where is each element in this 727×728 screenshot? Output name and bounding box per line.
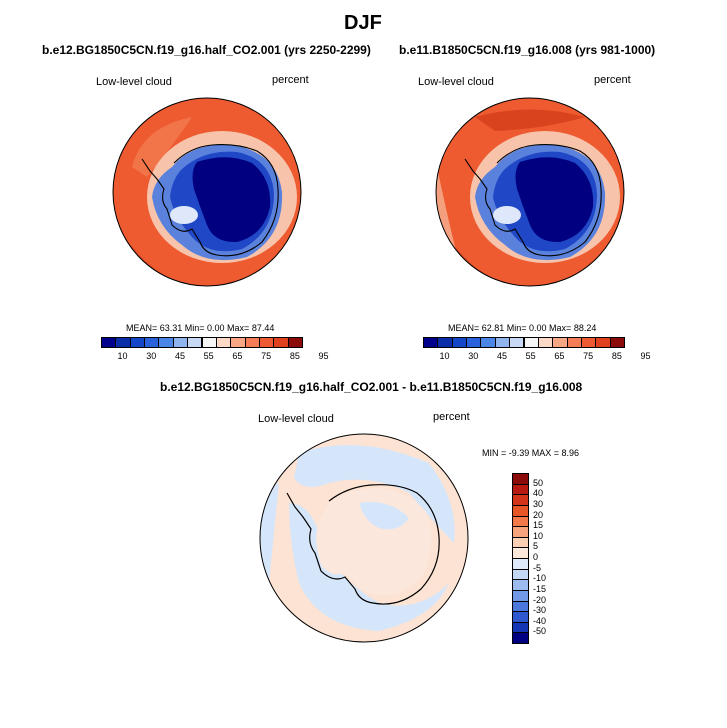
panel-3-colorbar-tick-label: 10 — [533, 530, 544, 541]
panel-2-colorbar-swatch-5 — [494, 337, 511, 348]
panel-2-colorbar-tick-label: 95 — [640, 351, 651, 361]
panel-1-colorbar-swatch-8 — [215, 337, 232, 348]
panel-2-colorbar-swatch-6 — [509, 337, 525, 348]
panel-3-colorbar-tick-label: 5 — [533, 541, 539, 552]
panel-3-map — [259, 433, 469, 643]
panel-1-units-label: percent — [272, 74, 309, 86]
panel-3-subtitle: b.e12.BG1850C5CN.f19_g16.half_CO2.001 - … — [160, 380, 583, 394]
panel-1-colorbar-swatch-7 — [201, 337, 217, 348]
panel-3-neg-region-2 — [289, 503, 449, 631]
panel-1-colorbar-swatch-0 — [101, 337, 117, 348]
panel-1-colorbar-tick-label: 10 — [117, 351, 128, 361]
panel-2-colorbar-swatch-0 — [423, 337, 439, 348]
panel-2-variable-label: Low-level cloud — [418, 76, 494, 88]
panel-2-colorbar-swatch-10 — [566, 337, 582, 348]
panel-3-units-label: percent — [433, 411, 470, 423]
panel-2-ross-patch — [493, 206, 521, 224]
panel-3-neg-inland — [359, 502, 409, 530]
panel-3-colorbar-tick-label: 0 — [533, 552, 539, 562]
panel-3-colorbar-tick-label: 20 — [533, 509, 544, 520]
panel-1-colorbar-swatch-9 — [230, 337, 246, 348]
panel-3-colorbar-tick-label: -30 — [533, 605, 547, 616]
panel-1-variable-label: Low-level cloud — [96, 76, 172, 88]
panel-1-colorbar-ticks: 10 30 45 55 65 75 85 95 — [101, 351, 329, 363]
panel-1-light-band — [132, 117, 192, 177]
panel-2-colorbar-tick-label: 65 — [554, 351, 565, 361]
panel-1-colorbar-swatch-3 — [144, 337, 160, 348]
figure-title: DJF — [344, 12, 382, 34]
panel-2-colorbar-swatch-11 — [580, 337, 597, 348]
panel-1-colorbar-swatch-2 — [129, 337, 146, 348]
panel-1-colorbar-swatch-11 — [258, 337, 275, 348]
panel-1-colorbar-swatch-12 — [273, 337, 289, 348]
panel-1-colorbar-tick-label: 75 — [261, 351, 272, 361]
panel-1-coastline — [141, 144, 279, 257]
panel-2-colorbar-swatch-2 — [451, 337, 468, 348]
panel-1-colorbar-swatch-13 — [287, 337, 303, 348]
panel-1-ice-core — [192, 157, 271, 243]
panel-3-variable-label: Low-level cloud — [258, 413, 334, 425]
panel-3-colorbar-tick-label: -50 — [533, 626, 547, 637]
panel-1-subtitle: b.e12.BG1850C5CN.f19_g16.half_CO2.001 (y… — [42, 43, 371, 57]
panel-3-colorbar-tick-label: 40 — [533, 488, 544, 499]
panel-1-colorbar-swatch-10 — [244, 337, 260, 348]
panel-1-colorbar-tick-label: 55 — [203, 351, 214, 361]
panel-3-colorbar-swatch-15 — [512, 632, 529, 644]
panel-1-stats: MEAN= 63.31 Min= 0.00 Max= 87.44 — [126, 323, 275, 333]
panel-1-colorbar-swatch-4 — [158, 337, 174, 348]
panel-2-colorbar-swatch-7 — [523, 337, 539, 348]
panel-3-colorbar-tick-label: 15 — [533, 520, 544, 531]
panel-2-colorbar-tick-label: 75 — [583, 351, 594, 361]
panel-3-stats: MIN = -9.39 MAX = 8.96 — [482, 448, 580, 458]
panel-2-colorbar-swatch-9 — [552, 337, 568, 348]
panel-2-stats: MEAN= 62.81 Min= 0.00 Max= 88.24 — [448, 323, 597, 333]
panel-1-map — [112, 97, 302, 287]
panel-3-colorbar-tick-label: 50 — [533, 477, 544, 488]
panel-2-colorbar-tick-label: 30 — [468, 351, 479, 361]
panel-2-colorbar-swatch-1 — [437, 337, 453, 348]
panel-1-colorbar-tick-label: 95 — [318, 351, 329, 361]
panel-2-colorbar-swatch-4 — [480, 337, 496, 348]
panel-2-top-band — [475, 109, 585, 131]
panel-2-ice-core — [515, 157, 594, 243]
panel-2-map — [435, 97, 625, 287]
panel-3-colorbar-tick-label: -10 — [533, 573, 547, 584]
panel-3-neg-region-1 — [294, 445, 455, 543]
panel-2-colorbar-tick-label: 85 — [611, 351, 622, 361]
panel-3-colorbar — [512, 473, 529, 644]
panel-1-colorbar-tick-label: 30 — [146, 351, 157, 361]
panel-3-colorbar-tick-label: -15 — [533, 583, 547, 594]
panel-2-colorbar-swatch-3 — [466, 337, 482, 348]
panel-3-coastline — [286, 484, 440, 605]
panel-2-colorbar-tick-label: 45 — [496, 351, 507, 361]
panel-1-colorbar-tick-label: 85 — [289, 351, 300, 361]
panel-2-colorbar-tick-label: 55 — [525, 351, 536, 361]
panel-2-colorbar — [423, 337, 625, 348]
panel-1-colorbar-swatch-1 — [115, 337, 131, 348]
panel-2-colorbar-swatch-8 — [537, 337, 554, 348]
panel-3-colorbar-tick-label: -20 — [533, 594, 547, 605]
panel-3-colorbar-ticks: 50 40 30 20 15 10 5 0 -5 -10 -15 -20 -30 -40 -50 — [533, 473, 563, 643]
panel-2-colorbar-swatch-13 — [609, 337, 625, 348]
panel-2-colorbar-swatch-12 — [595, 337, 611, 348]
panel-1-colorbar-tick-label: 45 — [174, 351, 185, 361]
panel-1-colorbar-swatch-6 — [187, 337, 203, 348]
panel-1-colorbar-swatch-5 — [172, 337, 189, 348]
panel-1-ross-patch — [170, 206, 198, 224]
panel-3-colorbar-tick-label: 30 — [533, 498, 544, 509]
panel-2-units-label: percent — [594, 74, 631, 86]
panel-1-colorbar-tick-label: 65 — [232, 351, 243, 361]
panel-1-colorbar — [101, 337, 303, 348]
panel-2-colorbar-tick-label: 10 — [439, 351, 450, 361]
panel-3-colorbar-tick-label: -5 — [533, 562, 542, 573]
panel-2-coastline — [464, 144, 602, 257]
panel-2-colorbar-ticks: 10 30 45 55 65 75 85 95 — [423, 351, 651, 363]
panel-2-subtitle: b.e11.B1850C5CN.f19_g16.008 (yrs 981-100… — [399, 43, 656, 57]
panel-3-colorbar-tick-label: -40 — [533, 615, 547, 626]
